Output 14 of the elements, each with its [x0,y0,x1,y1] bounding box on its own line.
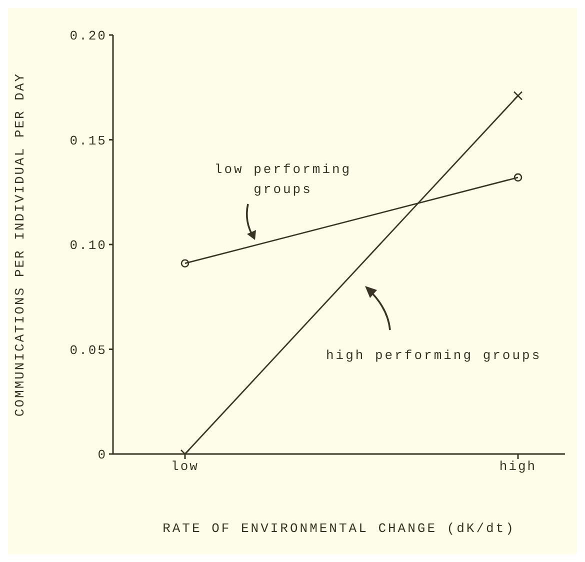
text: high performing groups [326,347,543,365]
y-tick-label: 0.20 [70,28,107,44]
x-tick-label: low [171,459,199,474]
point [513,91,523,100]
y-tick-label: 0 [98,448,107,463]
point [180,259,190,268]
point [514,173,522,182]
y-tick-label: 0.15 [70,133,107,148]
x-axis-title: RATE OF ENVIRONMENTAL CHANGE (dK/dt) [162,521,516,536]
y-axis-title: COMMUNICATIONS PER INDIVIDUAL PER DAY [12,72,28,417]
y-tick-label: 0.10 [70,238,107,254]
y-tick-label: 0.05 [70,342,107,358]
x-tick-label: high [499,459,537,474]
series-label: low performing groups [213,161,353,199]
